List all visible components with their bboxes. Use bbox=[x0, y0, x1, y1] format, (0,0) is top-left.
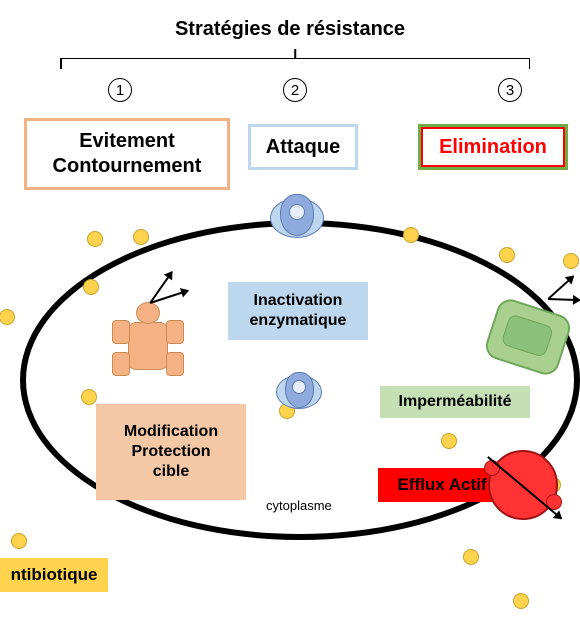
antibiotic-dot bbox=[403, 227, 419, 243]
enzyme-agent-icon bbox=[270, 192, 322, 240]
strategy-number-2: 2 bbox=[283, 78, 307, 102]
strategy-number-3: 3 bbox=[498, 78, 522, 102]
antibiotic-dot bbox=[499, 247, 515, 263]
target-modification-icon bbox=[108, 300, 186, 386]
strategy-box-3: Elimination bbox=[418, 124, 568, 170]
antibiotic-dot bbox=[513, 593, 529, 609]
antibiotic-dot bbox=[81, 389, 97, 405]
antibiotic-dot bbox=[87, 231, 103, 247]
antibiotic-dot bbox=[441, 433, 457, 449]
strategy-box-1: EvitementContournement bbox=[24, 118, 230, 190]
antibiotic-dot bbox=[563, 253, 579, 269]
enzyme-agent-icon bbox=[276, 370, 320, 411]
bracket bbox=[60, 58, 530, 59]
mechanism-box-2: Imperméabilité bbox=[380, 386, 530, 418]
antibiotic-dot bbox=[463, 549, 479, 565]
antibiotic-dot bbox=[83, 279, 99, 295]
mechanism-box-3: ModificationProtectioncible bbox=[96, 404, 246, 500]
page-title: Stratégies de résistance bbox=[0, 18, 580, 41]
mechanism-box-5: ntibiotique bbox=[0, 558, 108, 592]
mechanism-box-1: Inactivationenzymatique bbox=[228, 282, 368, 340]
antibiotic-dot bbox=[0, 309, 15, 325]
arrow bbox=[548, 298, 580, 301]
antibiotic-dot bbox=[11, 533, 27, 549]
strategy-number-1: 1 bbox=[108, 78, 132, 102]
antibiotic-dot bbox=[133, 229, 149, 245]
cytoplasm-label: cytoplasme bbox=[266, 498, 332, 513]
strategy-box-2: Attaque bbox=[248, 124, 358, 170]
arrow bbox=[547, 275, 573, 299]
